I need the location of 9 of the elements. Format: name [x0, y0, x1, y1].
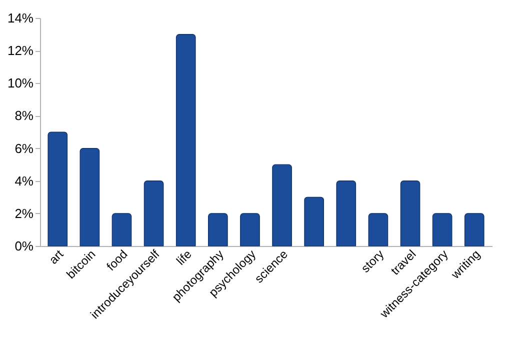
y-tick-label: 10% — [7, 76, 34, 91]
y-tick-label: 12% — [7, 43, 34, 58]
y-tick-label: 0% — [14, 238, 34, 254]
y-tick-label: 14% — [7, 10, 34, 26]
y-tick-label: 2% — [14, 206, 34, 221]
y-tick-label: 4% — [14, 173, 34, 188]
x-tick-label: art — [46, 246, 67, 267]
y-tick-label: 8% — [14, 108, 34, 124]
y-tick-label: 6% — [14, 140, 34, 156]
